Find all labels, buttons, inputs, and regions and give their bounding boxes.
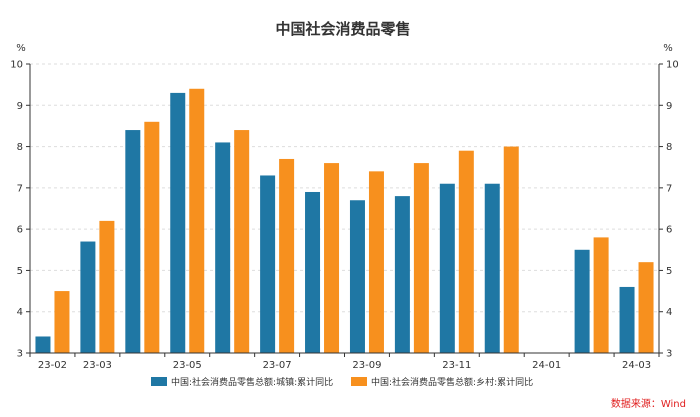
bar-s1-23-06 [234,130,250,353]
bar-s1-23-03 [99,220,115,353]
right-tick-label-4: 4 [666,307,672,318]
legend-label-urban: 中国:社会消费品零售总额:城镇:累计同比 [171,376,333,388]
left-tick-label-5: 5 [17,266,23,277]
x-tick-label-23-03: 23-03 [83,360,112,371]
bar-s1-24-02 [593,237,609,353]
bar-s1-23-09 [368,171,384,353]
bar-s0-23-09 [349,200,365,353]
bar-s1-24-03 [638,262,654,353]
bar-s1-23-12 [503,146,519,353]
bars [35,88,654,354]
right-tick-label-9: 9 [666,101,672,112]
bar-s1-23-04 [144,121,160,353]
x-tick-label-23-07: 23-07 [263,360,292,371]
bar-s0-23-04 [125,130,141,353]
bar-s0-23-07 [260,175,276,353]
bar-s0-23-08 [305,191,321,353]
x-tick-label-23-11: 23-11 [442,360,471,371]
right-tick-label-10: 10 [666,60,679,71]
bar-s0-23-10 [394,196,410,353]
left-tick-label-9: 9 [17,101,23,112]
bar-s0-23-06 [215,142,231,353]
bar-s0-23-02 [35,336,51,353]
bar-s0-24-02 [574,249,590,353]
legend-label-rural: 中国:社会消费品零售总额:乡村:累计同比 [371,376,533,388]
right-tick-label-7: 7 [666,183,672,194]
bar-s0-23-05 [170,92,186,354]
right-y-ticks: 3 4 5 6 7 8 9 10 [659,60,679,360]
right-tick-label-8: 8 [666,142,672,153]
left-tick-label-4: 4 [17,307,23,318]
legend-swatch-rural [351,377,367,386]
bar-s1-23-02 [54,291,70,353]
bar-s0-23-11 [439,183,455,353]
right-tick-label-3: 3 [666,349,672,360]
chart-title: 中国社会消费品零售 [275,20,410,38]
gridlines [30,63,659,313]
left-tick-label-7: 7 [17,183,23,194]
data-source: 数据来源：Wind [611,397,686,410]
bar-s1-23-05 [189,88,205,354]
left-y-ticks: 3 4 5 6 7 8 9 10 [10,60,30,360]
bar-s1-23-11 [458,150,474,353]
bar-s0-23-03 [80,241,96,353]
left-tick-label-6: 6 [17,225,23,236]
bar-s0-23-12 [484,183,500,353]
x-ticks: 23-02 23-03 23-05 23-07 23-09 23-11 24-01 24-03 [29,353,660,371]
x-tick-label-24-03: 24-03 [622,360,651,371]
left-axis-unit: % [16,43,26,54]
left-tick-label-3: 3 [17,349,23,360]
axes [29,64,660,354]
x-tick-label-23-02: 23-02 [38,360,67,371]
left-tick-label-8: 8 [17,142,23,153]
x-tick-label-24-01: 24-01 [532,360,561,371]
left-tick-label-10: 10 [10,60,23,71]
bar-s1-23-07 [279,158,295,353]
x-tick-label-23-05: 23-05 [173,360,202,371]
bar-s1-23-08 [324,163,340,353]
legend: 中国:社会消费品零售总额:城镇:累计同比 中国:社会消费品零售总额:乡村:累计同… [151,376,533,388]
bar-s1-23-10 [413,163,429,353]
bar-s0-24-03 [619,286,635,353]
x-tick-label-23-09: 23-09 [352,360,381,371]
right-tick-label-6: 6 [666,225,672,236]
legend-swatch-urban [151,377,167,386]
right-tick-label-5: 5 [666,266,672,277]
right-axis-unit: % [663,43,673,54]
